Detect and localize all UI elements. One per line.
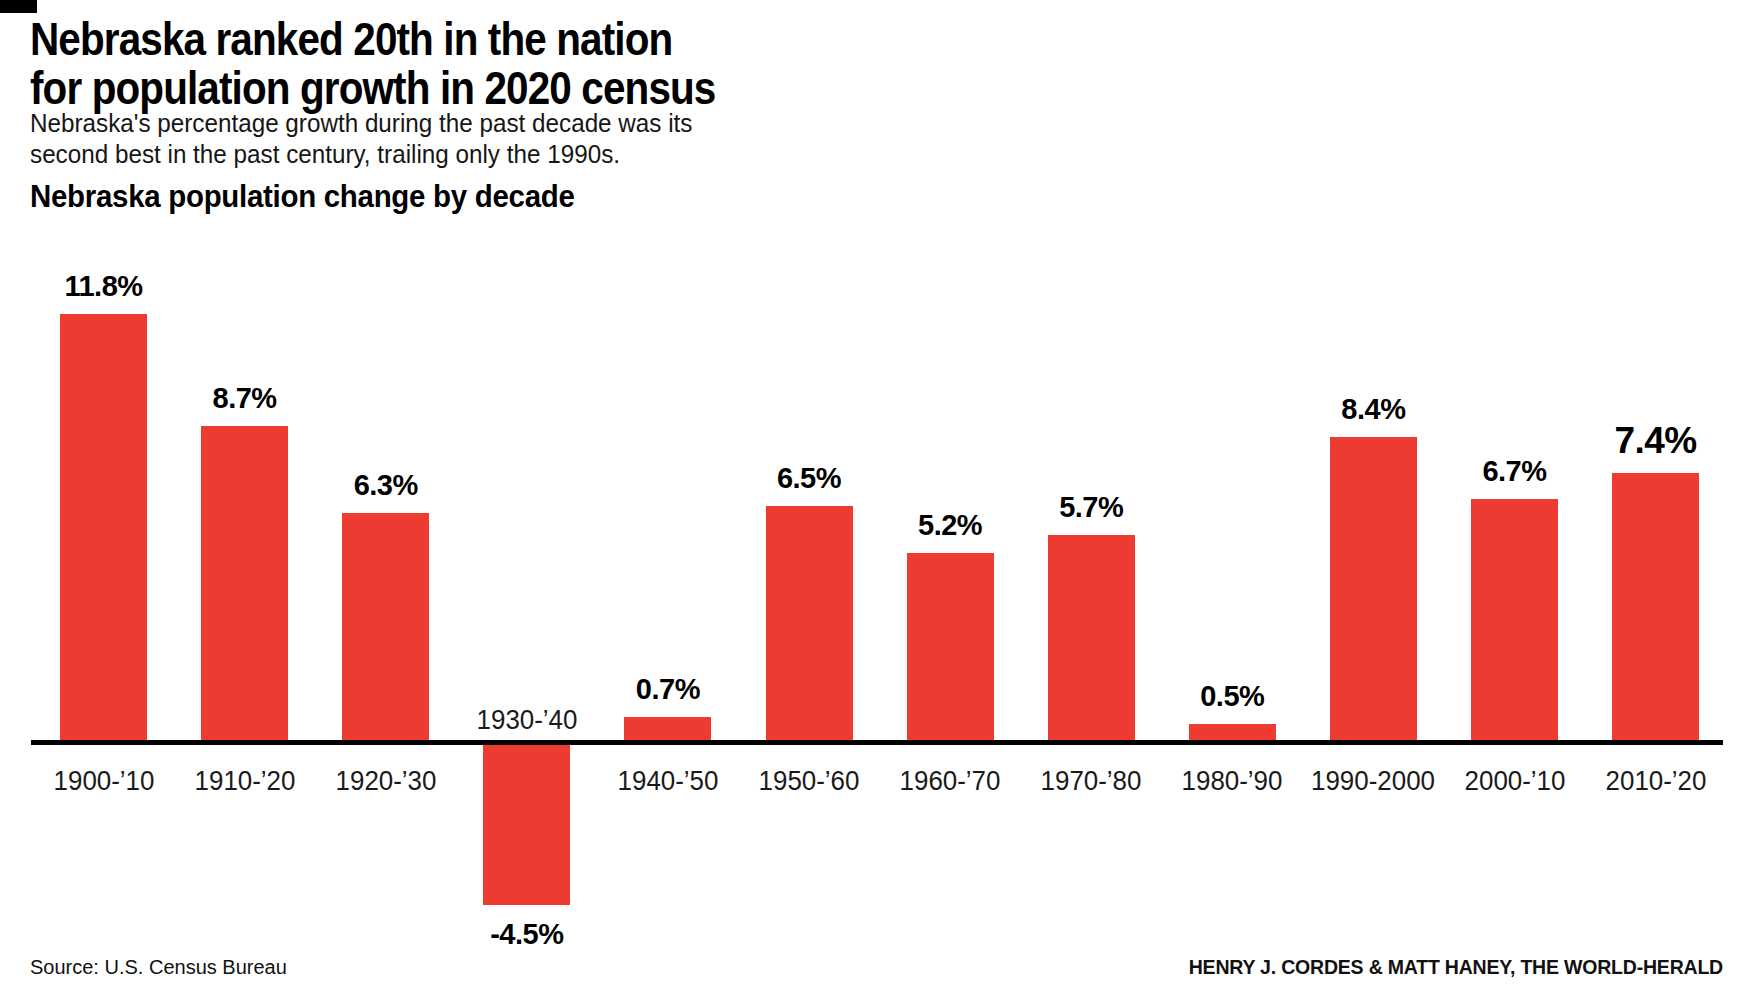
bar [1471,499,1558,742]
credit-text: HENRY J. CORDES & MATT HANEY, THE WORLD-… [1189,955,1723,979]
bar-value-label: 8.7% [155,382,335,415]
bar-value-label: 7.4% [1566,420,1746,462]
bar-value-label: 11.8% [14,270,194,303]
bar [766,506,853,742]
bar-category-label: 1930-’40 [440,705,613,735]
bar-chart: 11.8%1900-’108.7%1910-’206.3%1920-’30-4.… [0,0,1750,1002]
bar [624,717,711,742]
bar-value-label: -4.5% [437,918,617,951]
bar [1612,473,1699,742]
bar [60,314,147,742]
bar-value-label: 0.7% [578,673,758,706]
bar-value-label: 8.4% [1283,393,1463,426]
bar [1330,437,1417,742]
bar-value-label: 6.5% [719,462,899,495]
bar [483,742,570,905]
bar-value-label: 0.5% [1142,680,1322,713]
bar [1048,535,1135,742]
infographic-page: Nebraska ranked 20th in the nationfor po… [0,0,1750,1002]
bar [342,513,429,742]
bar [201,426,288,742]
bar-value-label: 6.3% [296,469,476,502]
bar [907,553,994,742]
bar-value-label: 5.7% [1001,491,1181,524]
source-text: Source: U.S. Census Bureau [30,955,287,979]
bar-category-label: 2010-’20 [1569,766,1742,796]
bar-category-label: 1920-’30 [299,766,472,796]
x-axis-line [31,740,1723,745]
